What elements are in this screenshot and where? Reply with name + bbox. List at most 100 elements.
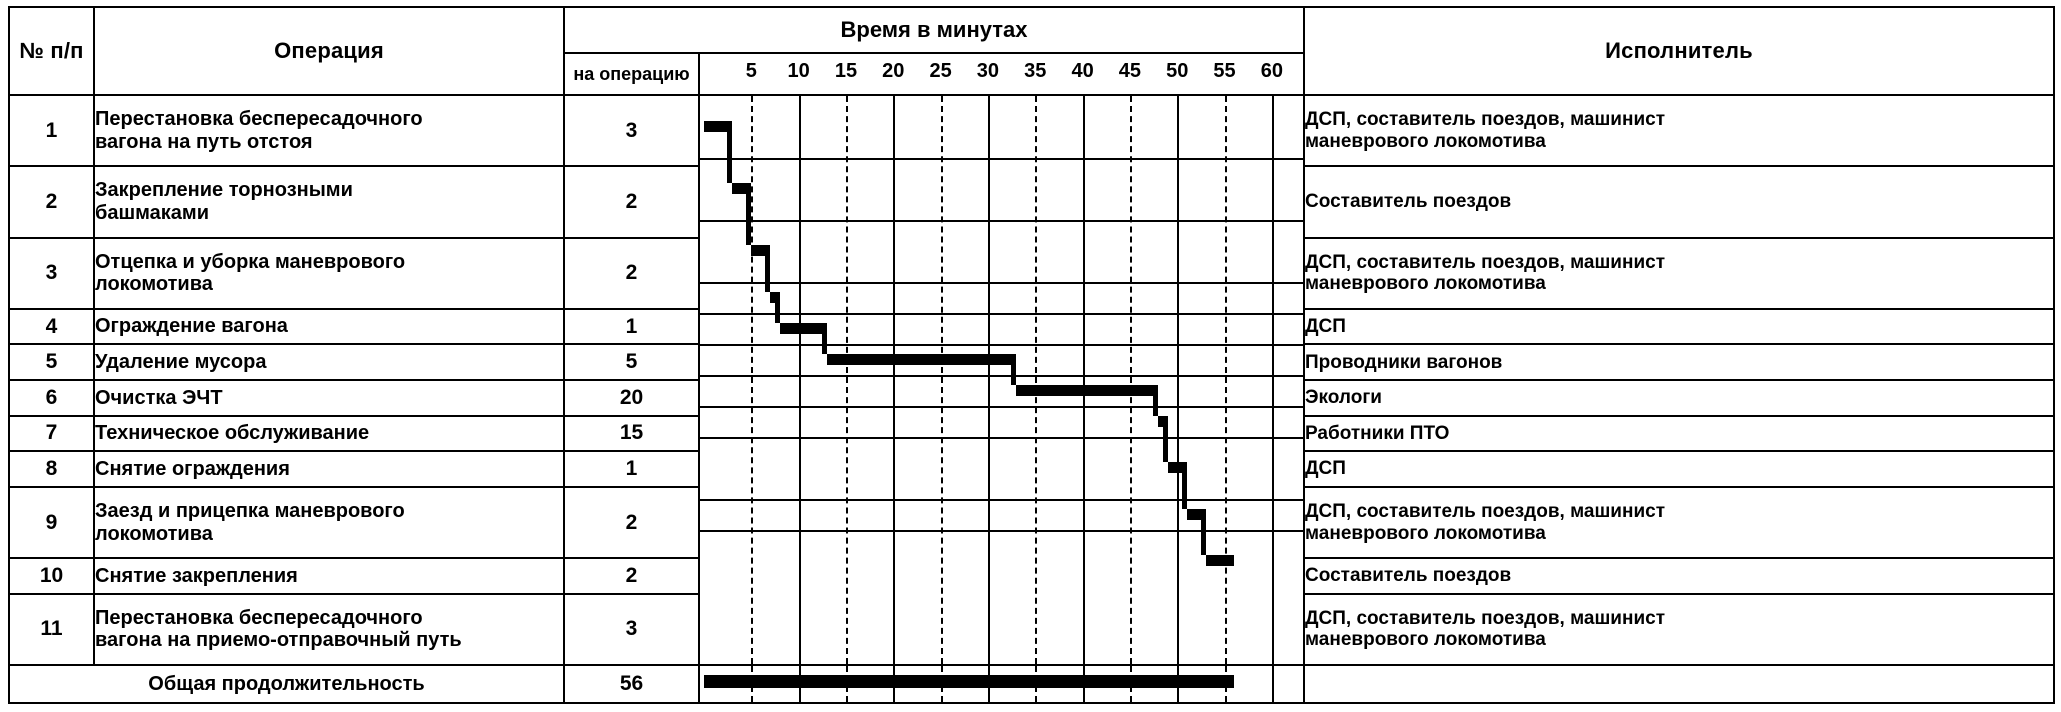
time-tick-label: 55 [1213,60,1236,82]
operation-duration: 2 [563,165,700,239]
grid-line-horizontal [700,530,1303,532]
grid-line-vertical [1035,96,1038,664]
gantt-canvas [700,96,1303,664]
executor: ДСП [1303,450,2055,488]
process-schedule-table: № п/п Операция Время в минутах Исполните… [8,6,2055,704]
table-row: 6 Очистка ЭЧТ 20 Экологи [8,379,2055,417]
executor-line: Составитель поездов [1305,191,1512,213]
operation-duration: 2 [563,236,700,310]
operation-line: Ограждение вагона [95,315,288,338]
grid-line-vertical [845,96,848,664]
executor-line: маневрового локомотива [1305,130,1546,152]
executor-line: ДСП [1305,458,1346,480]
table-row: 5 Удаление мусора 5 Проводники вагонов [8,343,2055,381]
time-tick-label: 60 [1260,60,1283,82]
table-row: 8 Снятие ограждения 1 ДСП [8,450,2055,488]
table-row: 10 Снятие закрепления 2 Составитель поездов [8,557,2055,595]
operation-line: Техническое обслуживание [95,422,370,445]
operation-name: Заезд и прицепка маневрового локомотива [93,485,565,560]
operation-line: Заезд и прицепка маневрового [95,500,405,523]
operation-line: вагона на путь отстоя [95,130,313,153]
executor-line: маневрового локомотива [1305,522,1546,544]
header-row-titles: № п/п Операция Время в минутах Исполните… [8,6,2055,96]
table-row: 1 Перестановка беспересадочного вагона на … [8,93,2055,666]
operation-line: Отцепка и уборка маневрового [95,250,406,273]
row-number: 1 [8,93,95,168]
grid-line-vertical [1271,96,1274,664]
gantt-bar [1186,508,1206,520]
executor: Составитель поездов [1303,557,2055,595]
executor: ДСП, составитель поездов, машинист маневр… [1303,93,2055,168]
gantt-connector [1011,353,1017,385]
grid-line-horizontal [700,282,1303,284]
header-per-operation: на операцию [563,52,700,96]
operation-name: Очистка ЭЧТ [93,379,565,417]
gantt-chart-area [698,94,1305,666]
grid-line-horizontal [700,344,1303,346]
operation-line: Снятие закрепления [95,564,298,587]
executor-line: Проводники вагонов [1305,351,1503,373]
table-row: 7 Техническое обслуживание 15 Работники ПТО [8,414,2055,453]
time-tick-label: 10 [787,60,810,82]
time-tick-label: 35 [1024,60,1047,82]
operation-line: Очистка ЭЧТ [95,386,223,409]
time-tick-label: 20 [882,60,905,82]
time-tick-label: 45 [1118,60,1142,82]
gantt-connector [822,322,828,354]
grid-line-horizontal [700,437,1303,439]
executor: Экологи [1303,379,2055,417]
header-time-group: Время в минутах [563,6,1305,54]
gantt-bar [1016,384,1159,396]
table-header: № п/п Операция Время в минутах Исполните… [8,6,2055,96]
operation-line: Закрепление торнозными [95,179,353,202]
operation-name: Перестановка беспересадочного вагона на п… [93,93,565,168]
grid-line-horizontal [700,220,1303,222]
operation-duration: 3 [563,93,700,168]
gantt-connector [727,121,733,183]
table-row: 2 Закрепление торнозными башмаками 2 Состави… [8,165,2055,239]
header-number: № п/п [8,6,95,96]
executor-line: маневрового локомотива [1305,273,1546,295]
executor-line: ДСП, составитель поездов, машинист [1305,109,1666,131]
row-number: 9 [8,485,95,560]
operation-name: Техническое обслуживание [93,414,565,453]
executor-line: ДСП, составитель поездов, машинист [1305,608,1666,630]
operation-name: Снятие ограждения [93,450,565,488]
grid-line-horizontal [700,375,1303,377]
total-bar-canvas [700,666,1303,702]
executor-line: ДСП, составитель поездов, машинист [1305,501,1666,523]
executor: ДСП, составитель поездов, машинист маневр… [1303,236,2055,310]
gantt-connector [1153,384,1159,416]
gantt-bar [751,245,771,256]
operation-name: Закрепление торнозными башмаками [93,165,565,239]
time-tick-label: 50 [1166,60,1189,82]
header-operation: Операция [93,6,565,96]
grid-line-horizontal [700,499,1303,501]
grid-line-vertical [1082,96,1085,664]
executor: ДСП, составитель поездов, машинист маневр… [1303,592,2055,667]
row-number: 6 [8,379,95,417]
grid-line-vertical [987,96,990,664]
total-row: Общая продолжительность 56 [8,664,2055,704]
operation-line: Перестановка беспересадочного [95,606,423,629]
grid-line-vertical [1129,96,1132,664]
gantt-bar [827,353,1017,365]
operation-duration: 1 [563,450,700,488]
total-duration: 56 [563,664,700,704]
total-executor-empty [1303,664,2055,704]
operation-name: Ограждение вагона [93,307,565,346]
row-number: 3 [8,236,95,310]
executor-line: Экологи [1305,387,1382,409]
total-label: Общая продолжительность [8,664,565,704]
gantt-bar [1205,555,1234,566]
operation-duration: 20 [563,379,700,417]
operation-name: Перестановка беспересадочного вагона на п… [93,592,565,667]
row-number: 4 [8,307,95,346]
grid-line-vertical [798,96,801,664]
time-tick-label: 40 [1071,60,1094,82]
executor: Проводники вагонов [1303,343,2055,381]
gantt-bar [732,183,752,194]
time-tick-label: 5 [745,60,757,82]
executor-line: Работники ПТО [1305,422,1450,444]
operation-name: Отцепка и уборка маневрового локомотива [93,236,565,310]
